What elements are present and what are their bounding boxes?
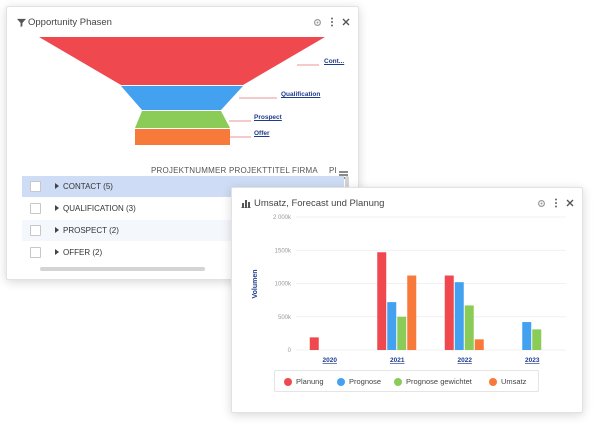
chart-legend [274,370,539,392]
legend-swatch [394,377,402,386]
panel-header: Opportunity Phasen [7,7,358,39]
column-header-firma[interactable]: FIRMA [292,166,318,175]
funnel-segment-prospect[interactable] [135,111,230,128]
legend-label: Umsatz [501,377,527,386]
legend-label: Prognose gewichtet [406,377,472,386]
gear-icon[interactable] [311,15,323,29]
panel-title: Umsatz, Forecast und Planung [254,198,385,209]
expand-caret-icon[interactable] [55,227,59,233]
column-header-truncated[interactable]: PI [329,166,337,175]
row-checkbox[interactable] [30,203,41,214]
column-header-projekttitel[interactable]: PROJEKTTITEL [229,166,291,175]
horizontal-scrollbar[interactable] [40,267,205,271]
legend-swatch [337,377,345,386]
funnel-chart [39,37,325,145]
opportunity-phasen-panel: Opportunity Phasen Cont... Qualification… [6,6,359,280]
funnel-label-prospect[interactable]: Prospect [254,114,282,121]
funnel-label-contact[interactable]: Cont... [324,58,345,65]
funnel-segment-contact[interactable] [39,37,325,85]
expand-caret-icon[interactable] [55,249,59,255]
legend-label: Prognose [349,377,382,386]
legend-item-prognose-gewichtet[interactable]: Prognose gewichtet [394,377,472,386]
row-label: PROSPECT (2) [63,226,119,235]
funnel-label-qualification[interactable]: Qualification [281,91,321,98]
funnel-label-offer[interactable]: Offer [254,130,270,137]
legend-item-umsatz[interactable]: Umsatz [489,377,526,386]
bar-chart-icon [240,196,252,210]
funnel-segment-offer[interactable] [135,129,230,145]
legend-label: Planung [296,377,324,386]
panel-header: Umsatz, Forecast und Planung [232,188,582,220]
legend-item-prognose[interactable]: Prognose [337,377,381,386]
table-row[interactable]: OFFER (2) [22,242,344,263]
panel-title: Opportunity Phasen [28,17,112,28]
expand-caret-icon[interactable] [55,205,59,211]
close-icon[interactable] [564,196,576,210]
gear-icon[interactable] [535,196,547,210]
kebab-menu-icon[interactable] [550,196,562,210]
filter-icon [15,15,27,29]
row-label: CONTACT (5) [63,182,113,191]
row-checkbox[interactable] [30,225,41,236]
expand-caret-icon[interactable] [55,183,59,189]
legend-swatch [489,377,497,386]
column-header-projektnummer[interactable]: PROJEKTNUMMER [151,166,227,175]
row-checkbox[interactable] [30,181,41,192]
close-icon[interactable] [340,15,352,29]
legend-item-planung[interactable]: Planung [284,377,324,386]
funnel-segment-qualification[interactable] [121,86,243,110]
table-row[interactable]: QUALIFICATION (3) [22,198,344,219]
row-checkbox[interactable] [30,247,41,258]
kebab-menu-icon[interactable] [326,15,338,29]
legend-swatch [284,377,292,386]
row-label: QUALIFICATION (3) [63,204,136,213]
row-label: OFFER (2) [63,248,103,257]
